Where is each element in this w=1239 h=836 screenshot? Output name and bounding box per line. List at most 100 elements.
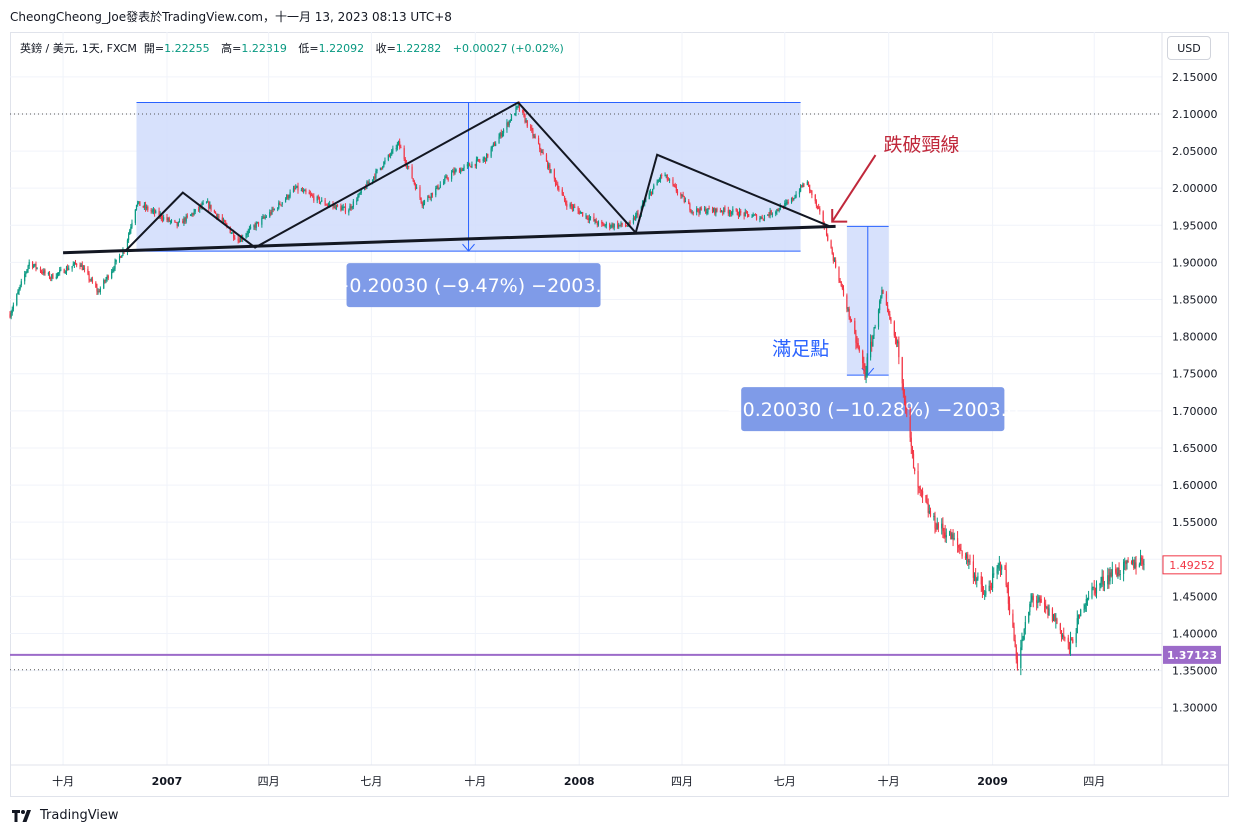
candle-body xyxy=(901,357,903,384)
candle-body xyxy=(415,187,418,189)
footer-brand[interactable]: TradingView xyxy=(12,808,119,823)
candle-body xyxy=(681,194,683,196)
candle-body xyxy=(25,272,27,275)
candle-body xyxy=(594,219,596,221)
candle-body xyxy=(16,294,18,305)
candle-body xyxy=(429,197,431,199)
candle-body xyxy=(344,206,347,213)
price-range-label: −0.20030 (−10.28%) −2003.0 xyxy=(727,399,1019,421)
candle-body xyxy=(1069,638,1072,650)
candle-body xyxy=(419,187,421,198)
candle-body xyxy=(945,535,947,538)
candle-body xyxy=(872,335,874,347)
candle-body xyxy=(210,204,212,211)
candle-body xyxy=(921,491,924,496)
candle-body xyxy=(691,211,693,213)
breakout-arrowhead xyxy=(831,208,848,223)
candle-body xyxy=(736,210,738,216)
time-tick-label: 十月 xyxy=(464,774,486,788)
candle-body xyxy=(1032,595,1034,601)
candle-body xyxy=(810,190,812,192)
candle-body xyxy=(818,206,820,209)
candle-body xyxy=(428,196,430,198)
candle-body xyxy=(525,120,527,122)
time-tick-label: 七月 xyxy=(360,775,382,788)
candle-body xyxy=(967,554,969,563)
candle-body xyxy=(724,207,726,211)
candle-body xyxy=(617,223,619,228)
candle-body xyxy=(894,335,897,338)
candle-body xyxy=(779,206,781,211)
candle-body xyxy=(880,296,882,302)
candle-body xyxy=(318,197,321,203)
candle-body xyxy=(918,486,920,488)
candle-body xyxy=(601,221,603,224)
candle-body xyxy=(666,174,668,180)
candle-body xyxy=(985,591,987,595)
candle-body xyxy=(281,202,283,205)
candle-body xyxy=(652,188,654,195)
candle-body xyxy=(673,184,675,186)
candle-body xyxy=(787,202,789,204)
candle-body xyxy=(467,163,470,165)
candle-body xyxy=(198,209,200,211)
candle-body xyxy=(624,225,627,227)
candle-body xyxy=(532,130,534,136)
candle-body xyxy=(776,209,778,212)
candle-body xyxy=(368,181,370,184)
candle-body xyxy=(120,256,122,258)
candle-body xyxy=(1092,586,1094,588)
candle-body xyxy=(830,240,832,249)
candle-body xyxy=(562,194,565,196)
candle-body xyxy=(697,208,699,212)
candle-body xyxy=(795,194,797,198)
candle-body xyxy=(1109,572,1111,582)
candle-body xyxy=(89,279,91,281)
candle-body xyxy=(1047,606,1049,616)
candle-body xyxy=(595,219,597,223)
candle-body xyxy=(1022,639,1024,641)
currency-button[interactable]: USD xyxy=(1167,36,1211,60)
candle-body xyxy=(446,176,448,179)
candle-body xyxy=(554,178,557,184)
candle-body xyxy=(414,184,417,189)
candle-body xyxy=(222,220,225,222)
candle-body xyxy=(604,225,606,227)
candle-body xyxy=(732,209,734,213)
candle-body xyxy=(746,211,749,215)
candle-body xyxy=(897,341,899,344)
candle-body xyxy=(849,316,851,321)
candle-body xyxy=(696,208,698,213)
candle-body xyxy=(138,201,140,203)
time-tick-label: 四月 xyxy=(258,775,280,788)
candle-body xyxy=(856,342,858,344)
candle-body xyxy=(272,208,274,210)
candle-body xyxy=(707,208,709,212)
candle-body xyxy=(507,122,509,126)
candle-body xyxy=(690,210,692,212)
candle-body xyxy=(284,198,287,203)
candle-body xyxy=(155,210,157,214)
candle-body xyxy=(1038,597,1040,602)
candle-body xyxy=(28,262,30,266)
candle-body xyxy=(680,193,682,196)
candle-body xyxy=(1056,619,1058,624)
close-label: 收= xyxy=(375,42,396,55)
candle-body xyxy=(610,226,612,228)
candle-body xyxy=(343,206,345,208)
candle-body xyxy=(186,215,188,217)
candle-body xyxy=(588,217,590,220)
candle-body xyxy=(349,206,351,211)
candle-body xyxy=(784,202,786,209)
candle-body xyxy=(1040,598,1042,603)
candle-body xyxy=(816,205,819,207)
candle-body xyxy=(737,215,740,217)
candle-body xyxy=(801,185,803,187)
candle-body xyxy=(910,437,912,447)
candle-body xyxy=(501,133,504,137)
candle-body xyxy=(439,184,441,188)
candle-body xyxy=(886,305,889,310)
candle-body xyxy=(1030,599,1032,605)
candle-body xyxy=(911,446,913,454)
